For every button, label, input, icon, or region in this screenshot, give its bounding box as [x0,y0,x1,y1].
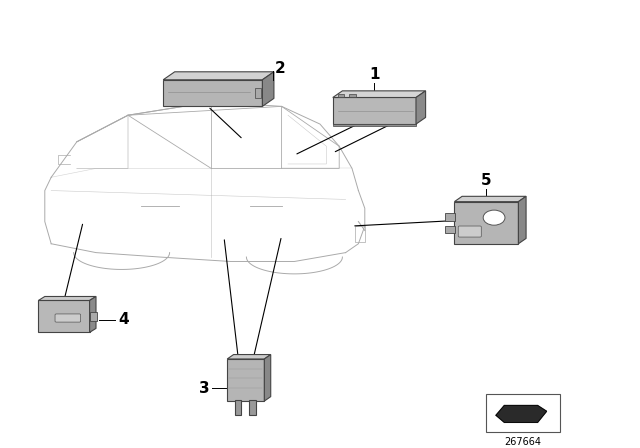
FancyBboxPatch shape [458,226,481,237]
Polygon shape [454,196,526,202]
FancyBboxPatch shape [227,359,264,401]
Text: 1: 1 [369,67,380,82]
Polygon shape [264,354,271,401]
Polygon shape [227,354,271,359]
Bar [250,400,256,415]
Text: 3: 3 [198,381,209,396]
Polygon shape [333,91,426,98]
Polygon shape [163,72,274,80]
Bar [355,226,365,241]
Bar [333,124,416,126]
FancyBboxPatch shape [163,80,262,106]
Polygon shape [416,91,426,124]
Polygon shape [518,196,526,244]
Text: 267664: 267664 [505,436,541,447]
Bar [486,394,560,432]
Bar [235,400,241,415]
Bar [349,94,356,98]
Polygon shape [262,72,274,106]
Text: 4: 4 [118,312,129,327]
Polygon shape [90,297,96,332]
Polygon shape [38,297,96,301]
Circle shape [483,210,505,225]
Bar [445,226,455,233]
Text: 2: 2 [275,61,286,76]
FancyBboxPatch shape [55,314,81,322]
Bar [255,88,261,99]
Bar [338,94,344,98]
Text: 5: 5 [481,173,492,188]
Polygon shape [496,405,547,422]
FancyBboxPatch shape [38,301,90,332]
FancyBboxPatch shape [333,98,416,124]
Bar [90,312,97,321]
Bar [445,213,455,220]
FancyBboxPatch shape [454,202,518,244]
